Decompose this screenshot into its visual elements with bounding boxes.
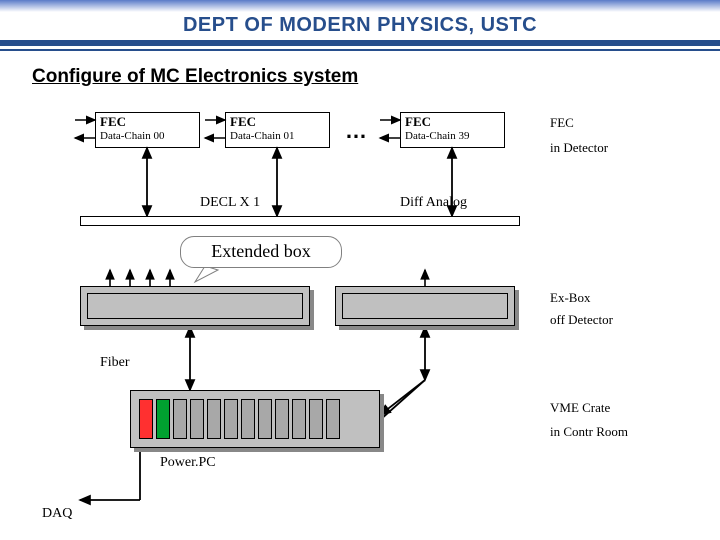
slot-grey-7 (275, 399, 289, 439)
side-in-detector: in Detector (550, 140, 608, 156)
vme-crate (130, 390, 380, 448)
slot-grey-10 (326, 399, 340, 439)
slot-grey-4 (224, 399, 238, 439)
slot-grey-2 (190, 399, 204, 439)
exbox-right (335, 286, 515, 326)
label-decl: DECL X 1 (200, 195, 260, 211)
side-exbox: Ex-Box (550, 290, 590, 306)
label-diff-analog: Diff Analog (400, 195, 467, 211)
slot-grey-6 (258, 399, 272, 439)
side-off-detector: off Detector (550, 312, 613, 328)
slide-root: DEPT OF MODERN PHYSICS, USTC Configure o… (0, 0, 720, 540)
slot-grey-3 (207, 399, 221, 439)
fec-io-arrows (0, 0, 720, 540)
slot-grey-9 (309, 399, 323, 439)
side-contr-room: in Contr Room (550, 424, 628, 440)
side-fec: FEC (550, 115, 574, 131)
exbox-left (80, 286, 310, 326)
slot-powerpc (139, 399, 153, 439)
slot-green (156, 399, 170, 439)
label-fiber: Fiber (100, 355, 130, 371)
side-vme: VME Crate (550, 400, 610, 416)
bus-bar (80, 216, 520, 226)
extended-box-callout: Extended box (180, 236, 342, 268)
crate-slots (139, 399, 340, 439)
label-powerpc: Power.PC (160, 455, 216, 471)
slot-grey-8 (292, 399, 306, 439)
label-daq: DAQ (42, 506, 72, 522)
slot-grey-1 (173, 399, 187, 439)
slot-grey-5 (241, 399, 255, 439)
extended-box-callout-text: Extended box (211, 241, 310, 261)
